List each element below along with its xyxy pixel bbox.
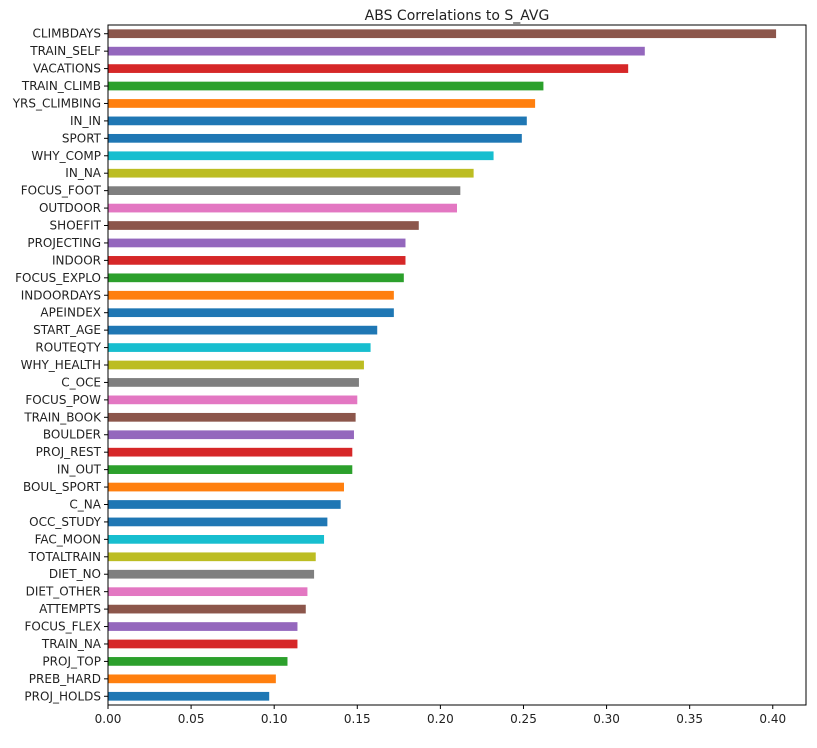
bar-proj-rest bbox=[108, 447, 353, 457]
category-label: FOCUS_FLEX bbox=[24, 620, 101, 634]
category-label: TOTALTRAIN bbox=[28, 550, 101, 564]
category-label: BOUL_SPORT bbox=[23, 480, 102, 494]
bar-train-na bbox=[108, 639, 298, 649]
bar-shoefit bbox=[108, 221, 419, 230]
x-tick-label: 0.20 bbox=[427, 712, 454, 726]
category-label: OUTDOOR bbox=[39, 201, 101, 215]
bar-in-out bbox=[108, 465, 353, 474]
category-label: TRAIN_SELF bbox=[29, 44, 101, 58]
bar-yrs-climbing bbox=[108, 99, 536, 108]
bar-apeindex bbox=[108, 308, 394, 318]
category-label: INDOOR bbox=[52, 253, 101, 267]
bar-boulder bbox=[108, 430, 354, 440]
bar-why-comp bbox=[108, 151, 494, 161]
bar-train-climb bbox=[108, 81, 544, 91]
category-label: PROJECTING bbox=[27, 236, 101, 250]
category-label: TRAIN_NA bbox=[41, 637, 102, 651]
bar-totaltrain bbox=[108, 552, 316, 562]
bar-climbdays bbox=[108, 29, 777, 39]
bar-routeqty bbox=[108, 343, 371, 352]
category-label: TRAIN_CLIMB bbox=[21, 79, 101, 93]
x-tick-label: 0.10 bbox=[261, 712, 288, 726]
bar-train-book bbox=[108, 412, 356, 422]
category-label: SHOEFIT bbox=[50, 219, 102, 233]
x-tick-label: 0.00 bbox=[95, 712, 122, 726]
category-label: BOULDER bbox=[43, 428, 101, 442]
bar-focus-flex bbox=[108, 622, 298, 631]
category-label: IN_IN bbox=[70, 114, 101, 128]
x-axis: 0.00 0.05 0.10 0.15 0.20 0.25 0.30 0.35 0.40 bbox=[95, 705, 786, 726]
bar-vacations bbox=[108, 64, 629, 73]
bar-focus-foot bbox=[108, 186, 461, 195]
x-tick-label: 0.15 bbox=[344, 712, 371, 726]
category-label: PREB_HARD bbox=[29, 672, 101, 686]
bar-projecting bbox=[108, 238, 406, 248]
category-label: SPORT bbox=[62, 131, 102, 145]
bar-focus-explo bbox=[108, 273, 404, 283]
bar-c-na bbox=[108, 500, 341, 509]
category-label: PROJ_REST bbox=[36, 445, 102, 459]
category-label: VACATIONS bbox=[33, 62, 101, 76]
bar-fac-moon bbox=[108, 535, 325, 544]
x-tick-label: 0.40 bbox=[759, 712, 786, 726]
bar-attempts bbox=[108, 604, 306, 614]
bars-group bbox=[108, 29, 777, 701]
bar-diet-no bbox=[108, 569, 315, 579]
bar-why-health bbox=[108, 360, 364, 370]
bar-preb-hard bbox=[108, 674, 276, 684]
category-label: PROJ_HOLDS bbox=[24, 689, 101, 703]
category-label: C_NA bbox=[69, 497, 101, 511]
bar-sport bbox=[108, 133, 522, 143]
chart-title: ABS Correlations to S_AVG bbox=[365, 8, 550, 24]
category-label: START_AGE bbox=[33, 323, 101, 337]
bar-proj-holds bbox=[108, 691, 270, 701]
category-label: PROJ_TOP bbox=[42, 654, 101, 668]
category-label: DIET_OTHER bbox=[26, 585, 101, 599]
category-label: FOCUS_POW bbox=[25, 393, 101, 407]
category-label: FOCUS_FOOT bbox=[21, 184, 102, 198]
category-label: FAC_MOON bbox=[35, 532, 101, 546]
x-tick-label: 0.25 bbox=[510, 712, 537, 726]
category-label: WHY_HEALTH bbox=[21, 358, 101, 372]
category-label: IN_OUT bbox=[57, 463, 102, 477]
category-label: OCC_STUDY bbox=[29, 515, 102, 529]
category-labels: CLIMBDAYS TRAIN_SELF VACATIONS TRAIN_CLIMB Y… bbox=[12, 27, 108, 703]
category-label: APEINDEX bbox=[40, 306, 101, 320]
category-label: ROUTEQTY bbox=[35, 341, 101, 355]
bar-indoor bbox=[108, 256, 406, 265]
bar-focus-pow bbox=[108, 395, 358, 405]
x-tick-label: 0.30 bbox=[593, 712, 620, 726]
bar-diet-other bbox=[108, 587, 308, 597]
category-label: CLIMBDAYS bbox=[33, 27, 101, 41]
category-label: TRAIN_BOOK bbox=[23, 410, 102, 424]
category-label: WHY_COMP bbox=[31, 149, 101, 163]
category-label: ATTEMPTS bbox=[39, 602, 101, 616]
bar-boul-sport bbox=[108, 482, 344, 492]
bar-in-na bbox=[108, 168, 474, 178]
x-tick-label: 0.35 bbox=[676, 712, 703, 726]
plot-frame bbox=[107, 24, 807, 706]
category-label: C_OCE bbox=[61, 375, 101, 389]
x-tick-label: 0.05 bbox=[178, 712, 205, 726]
bar-c-oce bbox=[108, 378, 359, 387]
category-label: YRS_CLIMBING bbox=[12, 96, 101, 110]
bar-outdoor bbox=[108, 203, 457, 213]
bar-proj-top bbox=[108, 657, 288, 666]
category-label: IN_NA bbox=[65, 166, 101, 180]
bar-indoordays bbox=[108, 290, 394, 300]
category-label: FOCUS_EXPLO bbox=[15, 271, 101, 285]
bar-occ-study bbox=[108, 517, 328, 527]
category-label: DIET_NO bbox=[49, 567, 101, 581]
bar-in-in bbox=[108, 116, 527, 126]
bar-start-age bbox=[108, 325, 378, 335]
category-label: INDOORDAYS bbox=[21, 288, 101, 302]
bar-train-self bbox=[108, 46, 645, 56]
